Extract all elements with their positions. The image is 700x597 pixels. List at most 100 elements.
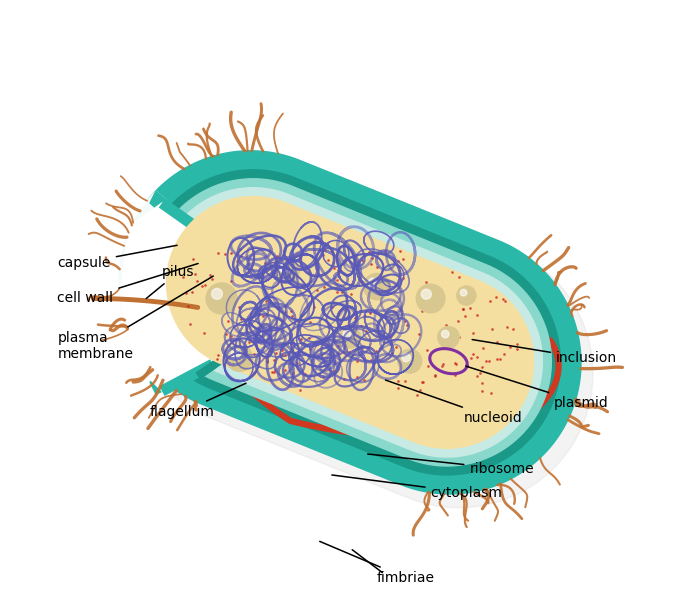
Point bbox=[358, 376, 370, 385]
Point bbox=[392, 256, 403, 266]
Point bbox=[213, 248, 224, 258]
Point bbox=[401, 320, 412, 330]
Point bbox=[457, 304, 468, 314]
Point bbox=[429, 371, 440, 381]
Point bbox=[468, 349, 479, 359]
Point bbox=[352, 356, 363, 366]
Point bbox=[286, 312, 297, 321]
Point bbox=[297, 281, 308, 291]
Point bbox=[318, 282, 330, 292]
Point bbox=[416, 306, 427, 315]
Point bbox=[397, 254, 408, 264]
Circle shape bbox=[438, 327, 459, 348]
Point bbox=[440, 321, 452, 330]
Point bbox=[344, 347, 355, 356]
Point bbox=[505, 342, 516, 352]
Point bbox=[270, 365, 281, 375]
Point bbox=[182, 301, 193, 311]
Point bbox=[318, 251, 329, 260]
Point bbox=[199, 280, 211, 290]
Point bbox=[220, 329, 232, 338]
Point bbox=[312, 285, 323, 295]
Point bbox=[457, 304, 468, 313]
Point bbox=[481, 356, 492, 366]
Point bbox=[484, 296, 496, 306]
Point bbox=[295, 310, 307, 320]
Point bbox=[437, 359, 448, 368]
Point bbox=[499, 296, 510, 306]
Point bbox=[189, 269, 200, 279]
Point bbox=[365, 259, 376, 269]
Text: plasmid: plasmid bbox=[466, 366, 609, 410]
Point bbox=[421, 277, 432, 287]
Point bbox=[491, 293, 502, 302]
Polygon shape bbox=[140, 170, 560, 475]
Point bbox=[367, 254, 378, 263]
Point bbox=[484, 356, 495, 366]
Point bbox=[411, 390, 422, 399]
Point bbox=[414, 385, 426, 395]
Point bbox=[436, 362, 447, 371]
Point bbox=[266, 367, 277, 377]
Point bbox=[269, 367, 280, 377]
Point bbox=[487, 325, 498, 334]
Point bbox=[357, 278, 368, 287]
Point bbox=[184, 319, 195, 329]
Point bbox=[228, 335, 239, 344]
Point bbox=[472, 352, 483, 362]
Point bbox=[485, 388, 496, 398]
Point bbox=[180, 288, 191, 298]
Point bbox=[270, 348, 281, 358]
Circle shape bbox=[416, 284, 445, 313]
Point bbox=[471, 371, 482, 380]
Point bbox=[188, 254, 199, 264]
Point bbox=[366, 348, 377, 358]
Point bbox=[236, 315, 247, 324]
Point bbox=[262, 356, 273, 366]
Point bbox=[248, 349, 260, 359]
Point bbox=[323, 256, 334, 265]
Polygon shape bbox=[111, 191, 239, 394]
Point bbox=[339, 347, 350, 357]
Point bbox=[262, 357, 273, 367]
Point bbox=[276, 350, 288, 360]
Point bbox=[466, 353, 477, 363]
Text: nucleoid: nucleoid bbox=[386, 380, 522, 425]
Point bbox=[270, 257, 281, 267]
Point bbox=[368, 358, 379, 367]
Point bbox=[248, 368, 260, 378]
Circle shape bbox=[231, 350, 240, 359]
Polygon shape bbox=[148, 179, 552, 466]
Point bbox=[332, 287, 343, 297]
Point bbox=[453, 316, 464, 325]
Point bbox=[391, 343, 402, 352]
Point bbox=[332, 341, 343, 350]
Point bbox=[269, 355, 280, 365]
Circle shape bbox=[279, 264, 288, 272]
Text: cell wall: cell wall bbox=[57, 263, 198, 306]
Point bbox=[417, 377, 428, 387]
Point bbox=[314, 370, 325, 379]
Point bbox=[365, 308, 376, 318]
Point bbox=[261, 309, 272, 319]
Polygon shape bbox=[120, 203, 239, 391]
Point bbox=[454, 332, 465, 341]
Point bbox=[477, 378, 488, 388]
Point bbox=[429, 370, 440, 380]
Point bbox=[225, 248, 237, 258]
Point bbox=[253, 309, 264, 319]
Point bbox=[476, 362, 487, 371]
Circle shape bbox=[340, 327, 360, 348]
Point bbox=[308, 338, 319, 348]
Circle shape bbox=[206, 283, 237, 314]
Point bbox=[230, 357, 241, 367]
Point bbox=[304, 333, 315, 343]
Point bbox=[494, 354, 505, 364]
Point bbox=[374, 343, 386, 353]
Point bbox=[337, 288, 348, 297]
Point bbox=[362, 285, 373, 295]
Point bbox=[393, 383, 404, 393]
Circle shape bbox=[364, 273, 390, 300]
Text: cytoplasm: cytoplasm bbox=[332, 475, 503, 500]
Point bbox=[206, 275, 218, 284]
